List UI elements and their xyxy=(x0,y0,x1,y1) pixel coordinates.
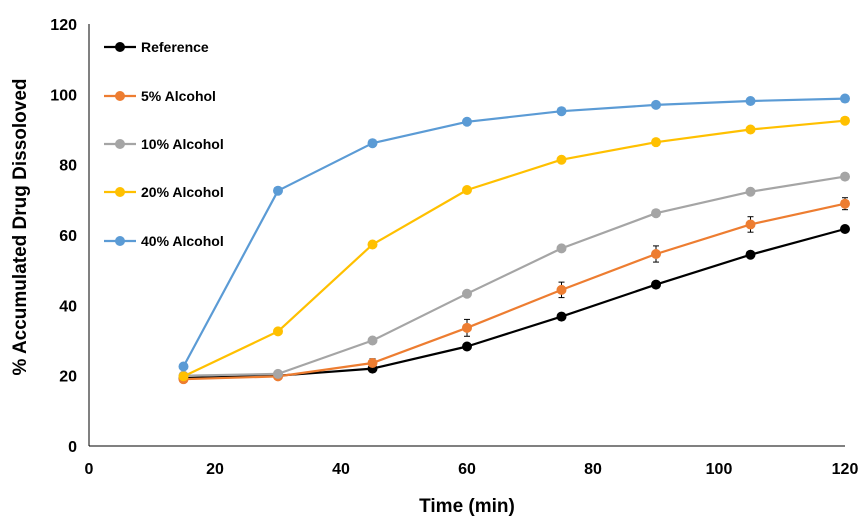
legend-item: Reference xyxy=(104,39,209,55)
data-point xyxy=(745,249,756,260)
legend-label: 20% Alcohol xyxy=(141,184,224,200)
data-point xyxy=(745,219,756,230)
data-point xyxy=(651,208,661,219)
x-tick-label: 100 xyxy=(706,461,733,478)
data-point xyxy=(651,279,661,290)
data-point xyxy=(556,243,567,254)
y-tick-label: 100 xyxy=(50,87,77,104)
series-0 xyxy=(178,224,850,384)
series-line xyxy=(182,97,847,368)
data-point xyxy=(745,96,756,107)
y-axis-title: % Accumulated Drug Dissoloved xyxy=(10,78,31,375)
legend-item: 5% Alcohol xyxy=(104,88,216,104)
data-point xyxy=(556,154,567,165)
data-point xyxy=(367,138,378,149)
y-tick-label: 0 xyxy=(68,439,77,456)
x-tick-label: 60 xyxy=(458,461,476,478)
data-point xyxy=(367,335,378,346)
data-point xyxy=(178,371,189,382)
series-2 xyxy=(178,171,850,381)
data-point xyxy=(840,224,850,235)
data-point xyxy=(745,186,756,197)
x-tick-label: 80 xyxy=(584,461,602,478)
series-line xyxy=(182,227,847,380)
y-tick-label: 40 xyxy=(59,298,77,315)
data-point xyxy=(462,322,472,333)
legend-label: 10% Alcohol xyxy=(141,136,224,152)
data-point xyxy=(462,116,472,127)
legend: Reference 5% Alcohol 10% Alcohol 20% Alcoho… xyxy=(104,39,224,249)
data-point xyxy=(745,124,756,135)
series-line xyxy=(182,202,847,381)
legend-item: 20% Alcohol xyxy=(104,184,224,200)
series-1 xyxy=(178,197,850,385)
x-tick-label: 0 xyxy=(85,461,94,478)
data-point xyxy=(651,248,661,259)
axes: 0 20 40 60 80 100 120 0 20 40 60 80 100 120 xyxy=(50,17,858,478)
data-point xyxy=(178,361,189,372)
plot-area xyxy=(178,93,850,385)
data-point xyxy=(840,171,850,182)
x-axis-title: Time (min) xyxy=(419,496,515,517)
series-line xyxy=(182,175,847,377)
data-point xyxy=(556,311,567,322)
data-point xyxy=(367,239,378,250)
legend-label: 40% Alcohol xyxy=(141,233,224,249)
legend-swatch-marker xyxy=(115,187,125,197)
series-4 xyxy=(178,93,850,372)
data-point xyxy=(462,288,472,299)
data-point xyxy=(651,137,661,148)
x-tick-label: 120 xyxy=(832,461,859,478)
data-point xyxy=(840,115,850,126)
legend-item: 40% Alcohol xyxy=(104,233,224,249)
data-point xyxy=(367,358,378,369)
data-point xyxy=(556,106,567,117)
series-line xyxy=(182,119,847,378)
data-point xyxy=(651,99,661,110)
y-tick-label: 60 xyxy=(59,228,77,245)
legend-swatch-marker xyxy=(115,91,125,101)
series-3 xyxy=(178,115,850,382)
y-tick-label: 120 xyxy=(50,17,77,34)
data-point xyxy=(840,198,850,209)
data-point xyxy=(556,284,567,295)
data-point xyxy=(273,326,283,337)
data-point xyxy=(273,368,283,379)
x-tick-label: 40 xyxy=(332,461,350,478)
x-tick-label: 20 xyxy=(206,461,224,478)
legend-swatch-marker xyxy=(115,42,125,52)
data-point xyxy=(840,93,850,104)
legend-label: 5% Alcohol xyxy=(141,88,216,104)
legend-swatch-marker xyxy=(115,236,125,246)
data-point xyxy=(462,184,472,195)
data-point xyxy=(273,185,283,196)
legend-swatch-marker xyxy=(115,139,125,149)
y-tick-label: 20 xyxy=(59,369,77,386)
data-point xyxy=(462,341,472,352)
legend-item: 10% Alcohol xyxy=(104,136,224,152)
y-tick-label: 80 xyxy=(59,158,77,175)
legend-label: Reference xyxy=(141,39,209,55)
